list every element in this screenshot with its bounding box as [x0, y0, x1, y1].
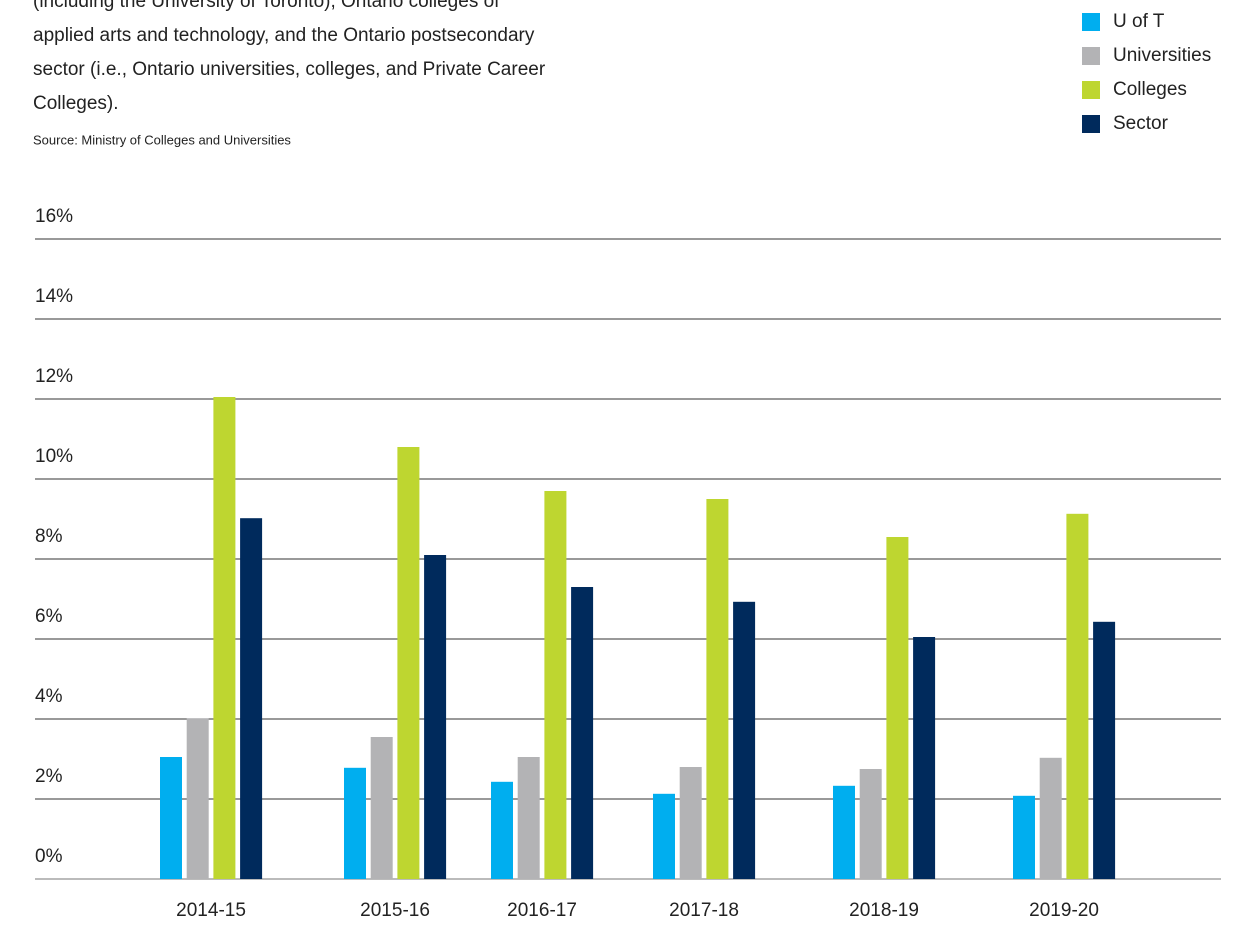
bar — [1039, 757, 1062, 879]
bar — [160, 757, 182, 879]
bar — [424, 555, 447, 879]
y-tick-label: 2% — [35, 766, 63, 787]
y-tick-label: 0% — [35, 846, 63, 867]
bar — [733, 601, 756, 879]
y-tick-label: 16% — [35, 206, 73, 227]
legend-label: Colleges — [1113, 79, 1187, 100]
description-line: (including the University of Toronto), O… — [33, 0, 500, 12]
legend-swatch — [1082, 13, 1100, 31]
bar — [240, 518, 263, 879]
y-tick-label: 4% — [35, 686, 63, 707]
bar — [833, 785, 855, 879]
x-tick-label: 2016-17 — [507, 900, 577, 921]
bar — [1093, 621, 1116, 879]
legend-label: Sector — [1113, 113, 1169, 134]
source: Source: Ministry of Colleges and Univers… — [33, 132, 291, 147]
y-tick-label: 14% — [35, 286, 73, 307]
bar — [859, 769, 882, 879]
bar — [886, 537, 909, 879]
bar — [1066, 513, 1089, 879]
bar — [517, 757, 540, 879]
bar — [571, 587, 594, 879]
x-tick-label: 2019-20 — [1029, 900, 1099, 921]
bar — [1013, 795, 1035, 879]
y-tick-label: 6% — [35, 606, 63, 627]
x-tick-label: 2014-15 — [176, 900, 246, 921]
x-tick-label: 2018-19 — [849, 900, 919, 921]
bar — [653, 793, 675, 879]
bar — [213, 397, 236, 879]
bar — [913, 637, 936, 879]
y-tick-label: 10% — [35, 446, 73, 467]
bar — [491, 781, 513, 879]
bar — [544, 491, 567, 879]
legend-swatch — [1082, 47, 1100, 65]
y-tick-label: 8% — [35, 526, 63, 547]
bar — [706, 499, 729, 879]
y-tick-label: 12% — [35, 366, 73, 387]
bar — [344, 767, 366, 879]
x-tick-label: 2017-18 — [669, 900, 739, 921]
x-tick-label: 2015-16 — [360, 900, 430, 921]
bar — [186, 718, 209, 879]
legend-swatch — [1082, 115, 1100, 133]
bar — [679, 767, 702, 879]
legend-swatch — [1082, 81, 1100, 99]
bar — [397, 447, 420, 879]
bar — [370, 737, 393, 879]
legend-label: U of T — [1113, 11, 1165, 32]
description-line: sector (i.e., Ontario universities, coll… — [33, 59, 546, 80]
legend-label: Universities — [1113, 45, 1211, 66]
description-line: applied arts and technology, and the Ont… — [33, 25, 535, 46]
description-line: Colleges). — [33, 93, 119, 114]
